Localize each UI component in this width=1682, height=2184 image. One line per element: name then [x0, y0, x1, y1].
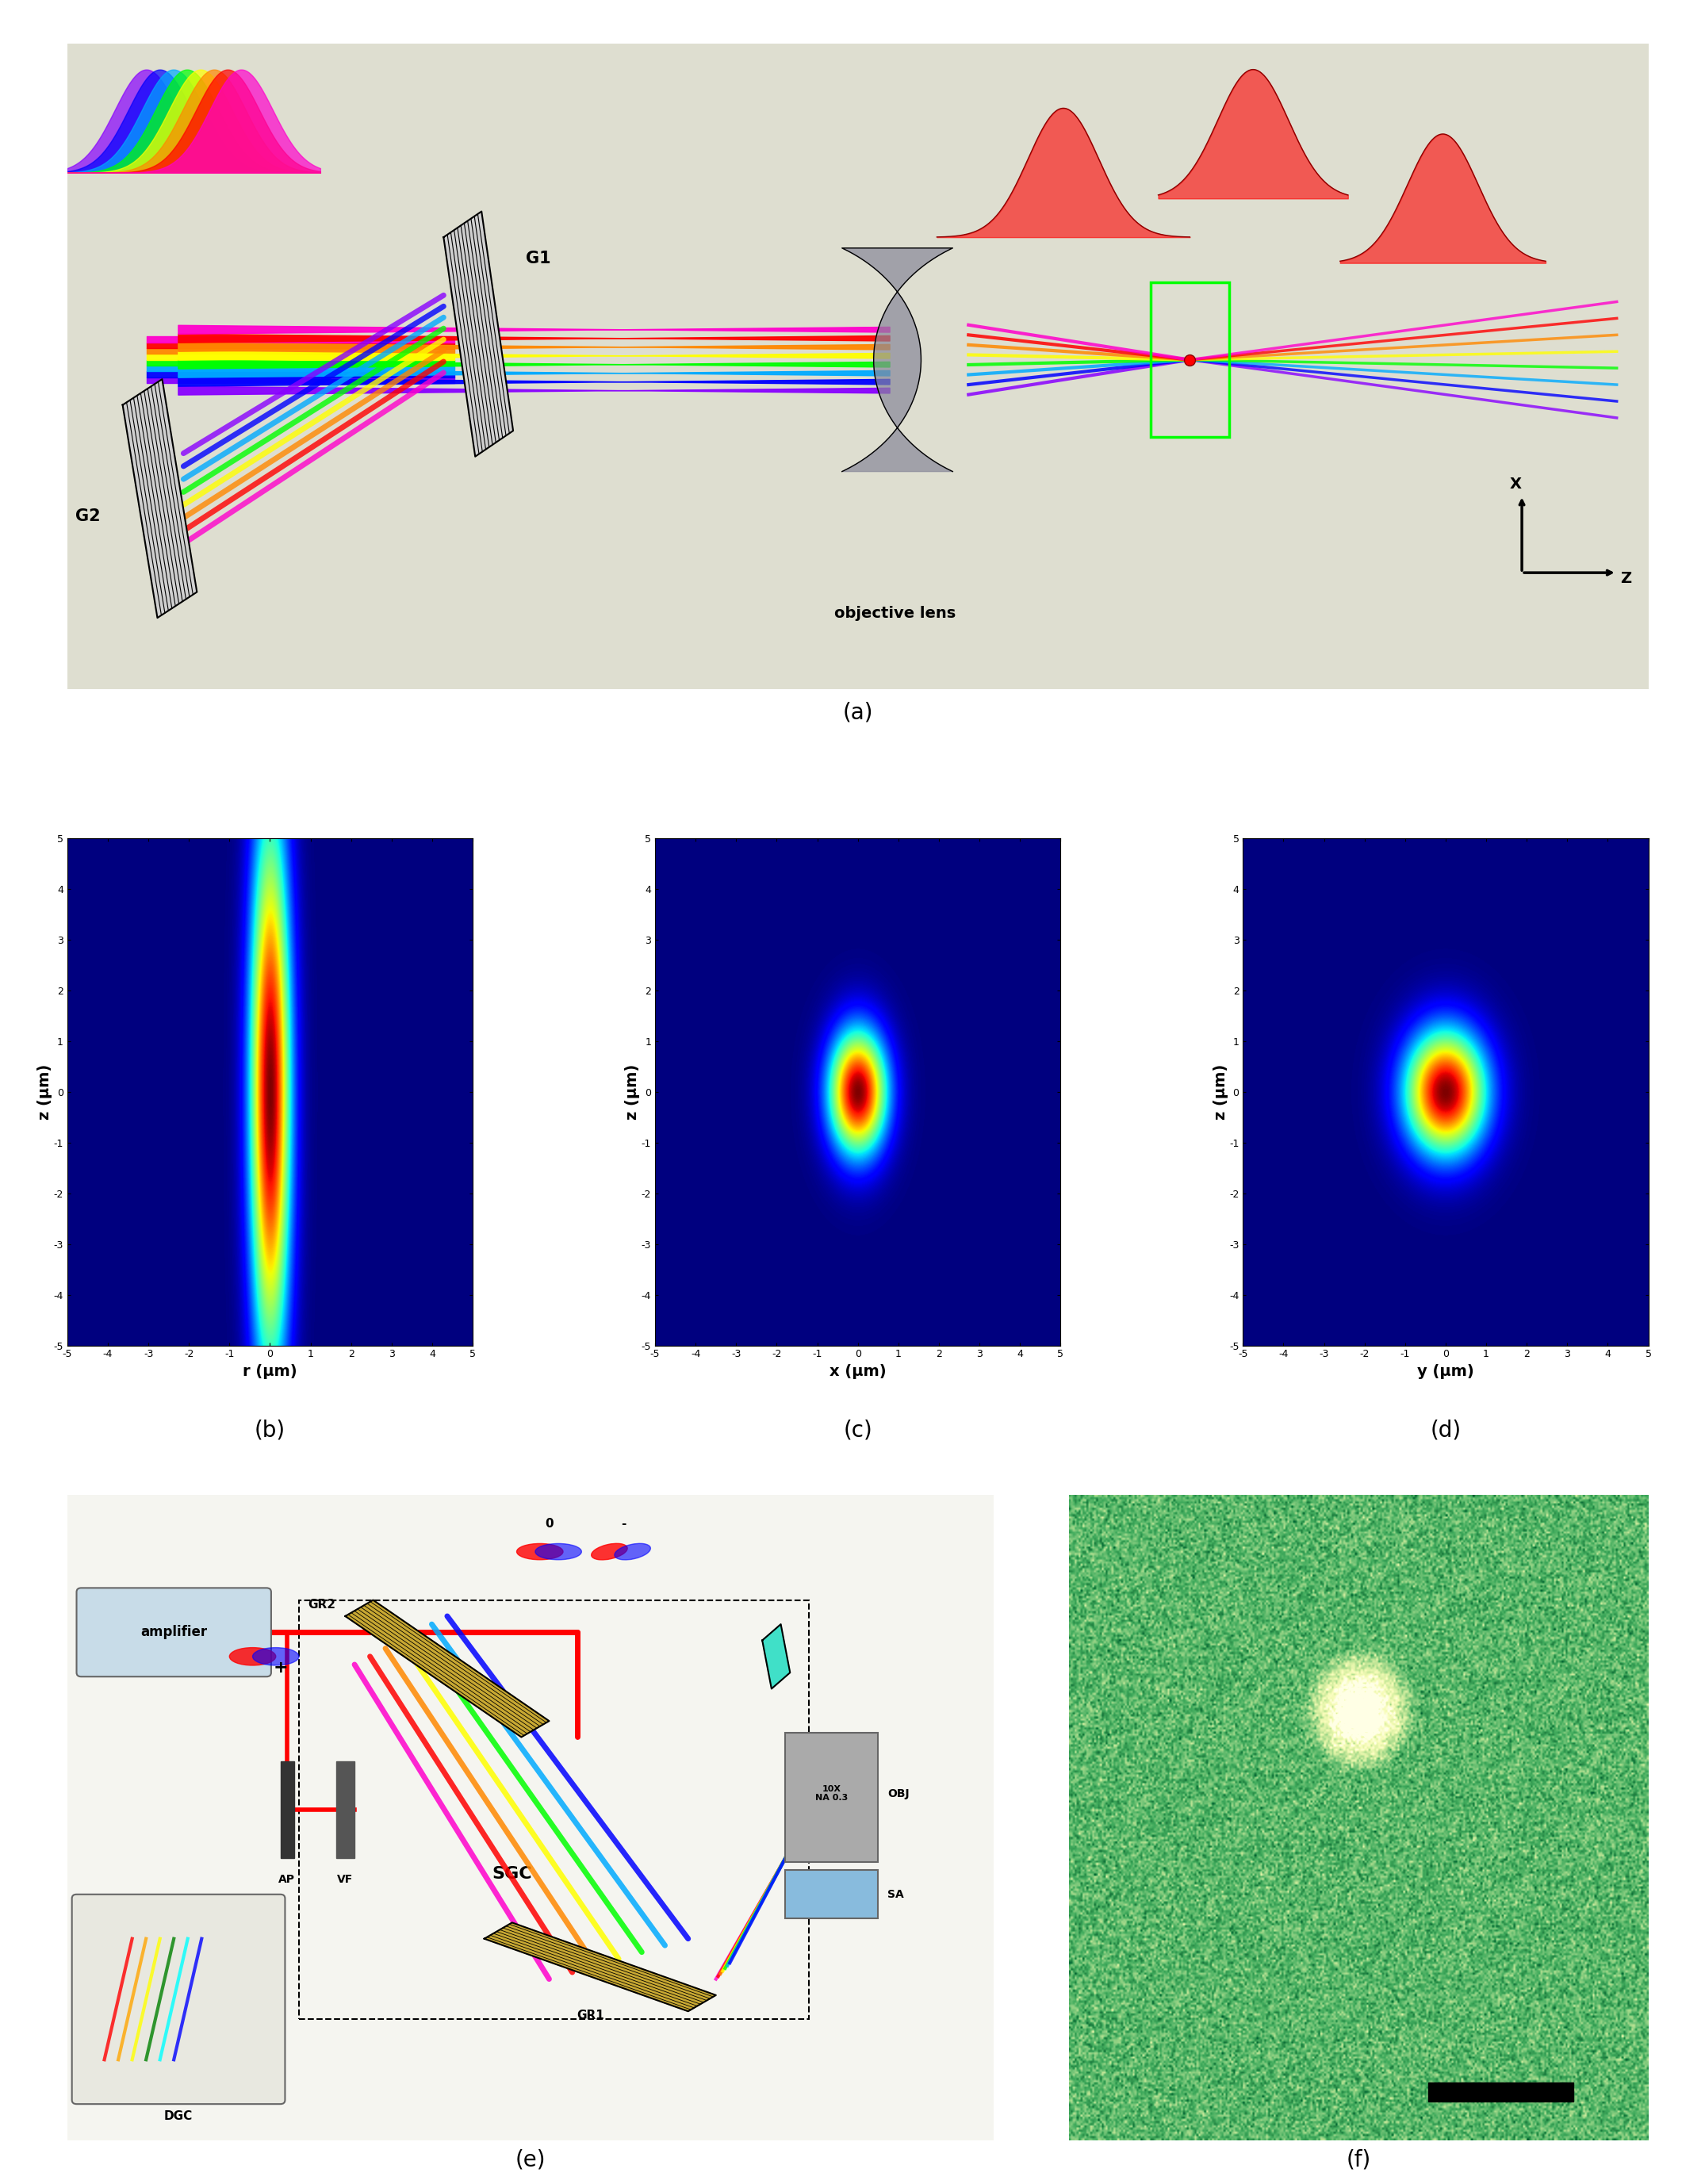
Ellipse shape	[229, 1647, 276, 1666]
Text: (b): (b)	[254, 1420, 286, 1441]
X-axis label: r (μm): r (μm)	[242, 1365, 298, 1378]
Ellipse shape	[592, 1544, 627, 1559]
Polygon shape	[123, 380, 197, 618]
Y-axis label: z (μm): z (μm)	[626, 1064, 641, 1120]
Text: VF: VF	[338, 1874, 353, 1885]
Bar	[1428, 2081, 1573, 2101]
Polygon shape	[444, 212, 513, 456]
Text: (e): (e)	[515, 2149, 547, 2171]
Y-axis label: z (μm): z (μm)	[37, 1064, 52, 1120]
Text: -: -	[621, 1518, 626, 1529]
Polygon shape	[843, 249, 952, 472]
FancyBboxPatch shape	[72, 1894, 284, 2103]
Text: X: X	[1509, 476, 1521, 491]
Text: OBJ: OBJ	[888, 1789, 910, 1800]
Bar	[67, 1496, 994, 2140]
Ellipse shape	[252, 1647, 299, 1666]
Text: GR2: GR2	[308, 1599, 336, 1610]
Text: DGC: DGC	[165, 2110, 193, 2123]
FancyBboxPatch shape	[785, 1870, 878, 1918]
Text: AP: AP	[279, 1874, 296, 1885]
Bar	[336, 1760, 355, 1859]
Polygon shape	[762, 1625, 791, 1688]
Ellipse shape	[516, 1544, 563, 1559]
Ellipse shape	[614, 1544, 651, 1559]
Text: Z: Z	[1620, 570, 1632, 585]
Text: (a): (a)	[843, 701, 873, 723]
Bar	[281, 1760, 294, 1859]
Polygon shape	[484, 1922, 717, 2011]
FancyBboxPatch shape	[785, 1734, 878, 1863]
Text: +: +	[272, 1660, 288, 1675]
Text: amplifier: amplifier	[141, 1625, 207, 1640]
Text: G2: G2	[76, 509, 101, 524]
Text: SA: SA	[888, 1889, 903, 1900]
Text: (d): (d)	[1430, 1420, 1462, 1441]
Bar	[1150, 282, 1230, 437]
Y-axis label: z (μm): z (μm)	[1213, 1064, 1228, 1120]
X-axis label: y (μm): y (μm)	[1418, 1365, 1473, 1378]
Text: 0: 0	[545, 1518, 553, 1529]
Bar	[67, 44, 1648, 688]
Ellipse shape	[535, 1544, 582, 1559]
Polygon shape	[345, 1601, 548, 1736]
X-axis label: x (μm): x (μm)	[829, 1365, 886, 1378]
Text: SGC: SGC	[493, 1867, 532, 1883]
Text: objective lens: objective lens	[834, 605, 955, 620]
Text: G1: G1	[526, 251, 552, 266]
Text: (c): (c)	[843, 1420, 873, 1441]
Text: 10X
NA 0.3: 10X NA 0.3	[816, 1784, 848, 1802]
FancyBboxPatch shape	[77, 1588, 271, 1677]
Text: (f): (f)	[1346, 2149, 1371, 2171]
Text: GR1: GR1	[577, 2009, 604, 2022]
